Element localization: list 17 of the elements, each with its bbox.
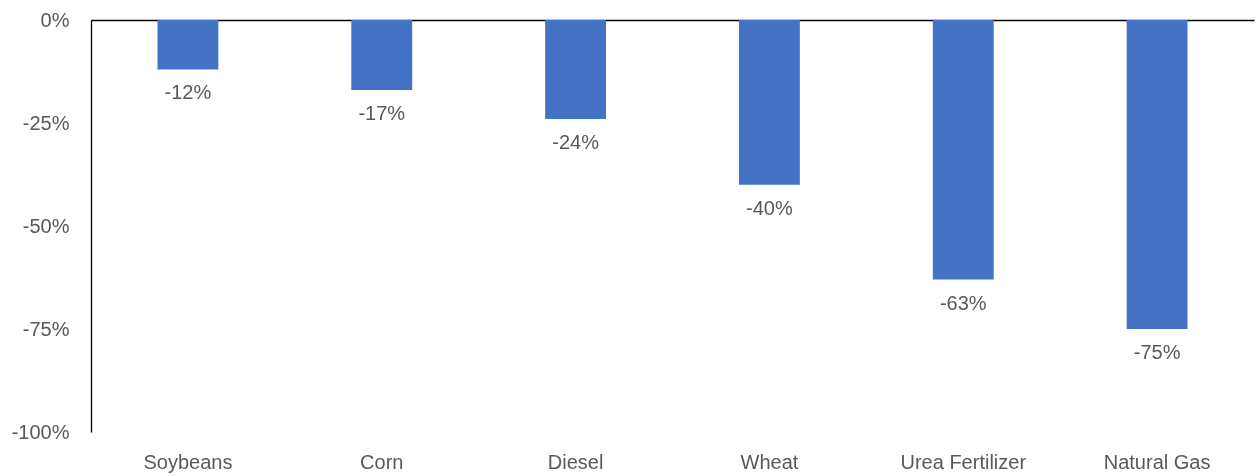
x-tick-label: Urea Fertilizer <box>900 450 1027 473</box>
data-label: -63% <box>939 291 987 314</box>
data-label: -12% <box>164 81 212 104</box>
y-tick-label: -100% <box>11 420 70 443</box>
y-tick-label: -50% <box>22 214 70 237</box>
data-label: -17% <box>358 102 406 125</box>
data-label: -40% <box>746 196 793 219</box>
data-label: -24% <box>552 130 600 153</box>
data-label: -75% <box>1133 341 1181 363</box>
y-tick-label: 0% <box>40 8 70 31</box>
x-tick-label: Soybeans <box>143 450 233 473</box>
x-tick-label: Natural Gas <box>1103 450 1211 473</box>
x-tick-label: Corn <box>360 450 404 473</box>
y-tick-label: -75% <box>22 317 70 340</box>
x-tick-label: Diesel <box>547 450 604 473</box>
y-tick-label: -25% <box>22 111 70 134</box>
x-tick-label: Wheat <box>740 450 799 473</box>
